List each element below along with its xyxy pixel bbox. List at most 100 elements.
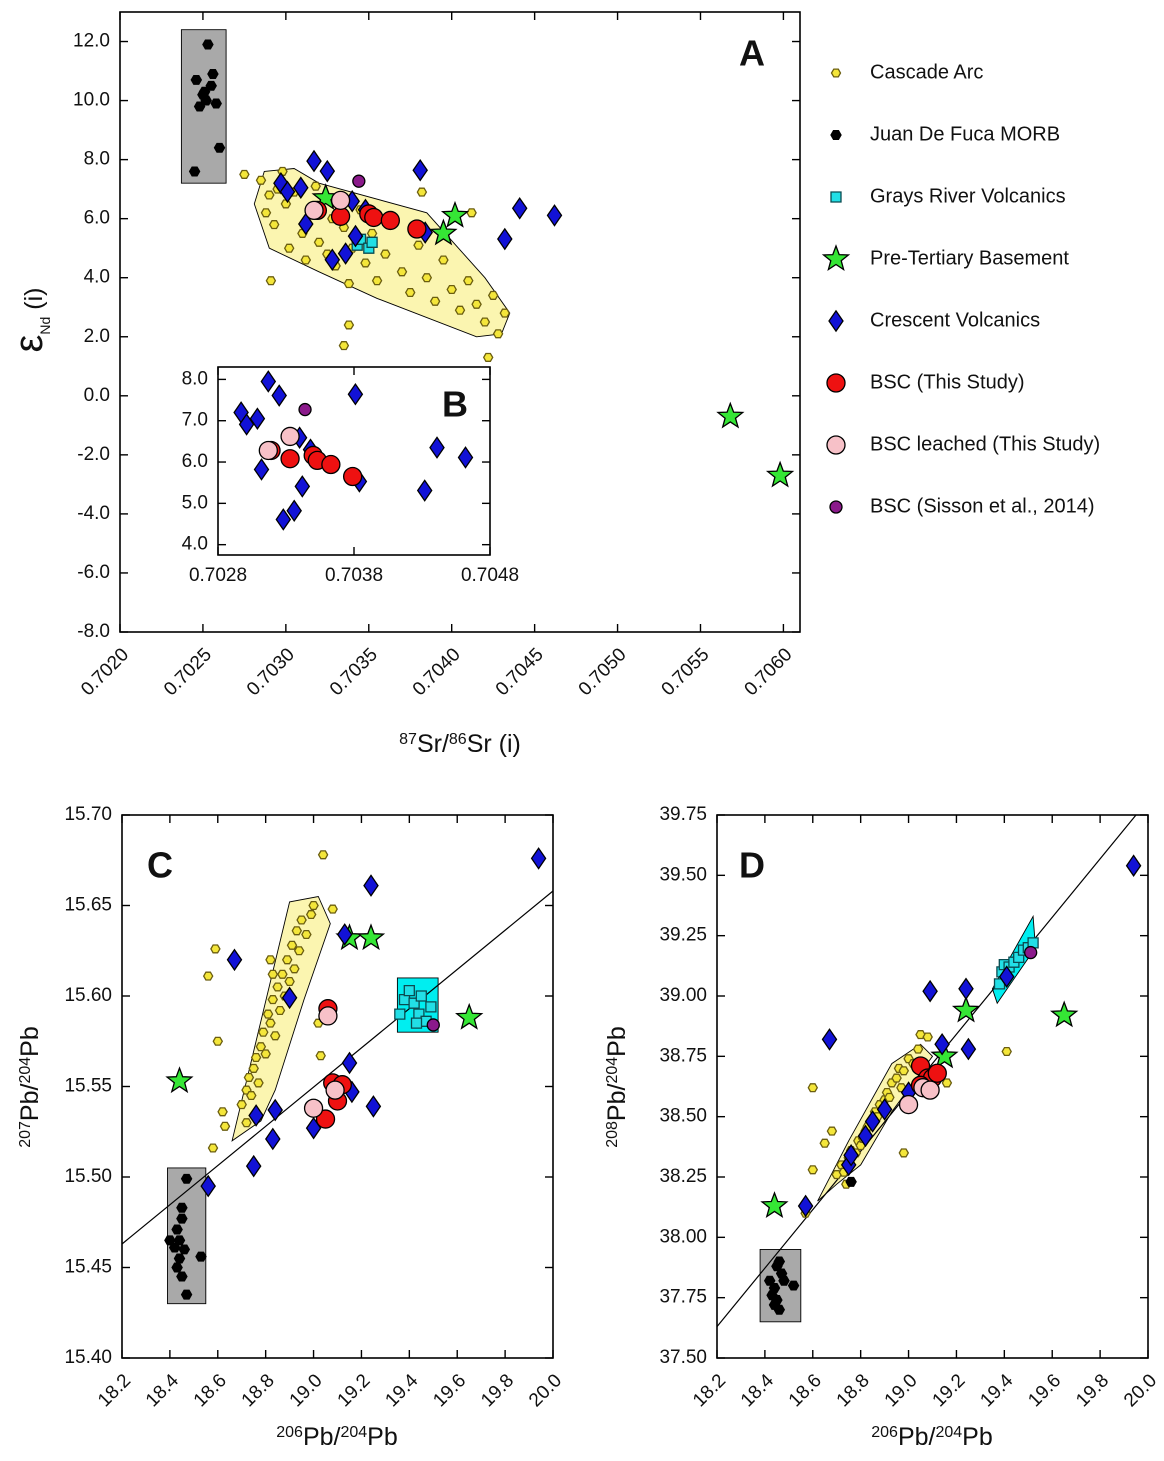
- legend-marker: [826, 435, 846, 455]
- point: [455, 1002, 484, 1030]
- y-tick-label: 15.55: [64, 1076, 112, 1097]
- label-part: Pb/: [303, 1423, 341, 1451]
- panel-label: B: [442, 384, 468, 425]
- point: [394, 1008, 406, 1020]
- x-tick-label: 19.2: [334, 1370, 375, 1411]
- point: [306, 149, 322, 173]
- point: [272, 982, 283, 992]
- point: [958, 977, 974, 1001]
- point: [262, 1009, 274, 1019]
- point: [164, 1235, 176, 1246]
- x-tick-label: 19.4: [976, 1370, 1017, 1411]
- y-tick-label: 15.70: [64, 804, 112, 825]
- point: [416, 187, 428, 197]
- point: [212, 1036, 224, 1046]
- legend-marker: [821, 244, 851, 271]
- point: [380, 249, 391, 259]
- x-tick-label: 19.4: [381, 1370, 422, 1411]
- point: [289, 964, 300, 974]
- point: [922, 1032, 933, 1042]
- point: [217, 1107, 228, 1117]
- point: [281, 955, 293, 965]
- point: [265, 276, 277, 286]
- point: [773, 1256, 786, 1267]
- point: [363, 874, 379, 897]
- point: [280, 426, 300, 447]
- point: [912, 1044, 924, 1054]
- point: [219, 1121, 231, 1131]
- x-tick-label: 18.4: [737, 1370, 778, 1411]
- point: [319, 159, 336, 183]
- point: [429, 296, 441, 306]
- point: [310, 181, 321, 191]
- axis-label: εNd (i): [7, 288, 53, 353]
- panel-label: D: [739, 845, 765, 886]
- point: [188, 166, 201, 177]
- y-tick-label: 8.0: [182, 368, 208, 389]
- point: [294, 475, 311, 498]
- x-tick-label: 0.7048: [461, 565, 519, 586]
- point: [260, 370, 277, 393]
- label-part: Pb/: [603, 1083, 631, 1121]
- point: [410, 1017, 423, 1029]
- point: [180, 1289, 193, 1300]
- point: [415, 990, 427, 1002]
- point: [180, 1173, 193, 1184]
- label-part: 208: [604, 1121, 621, 1148]
- x-tick-label: 18.8: [238, 1370, 279, 1411]
- point: [356, 923, 386, 951]
- point: [884, 1092, 895, 1102]
- label-part: 86: [449, 731, 467, 748]
- legend-marker: [830, 68, 842, 78]
- y-tick-label: 39.25: [659, 925, 707, 946]
- point: [260, 208, 272, 218]
- point: [421, 273, 433, 283]
- field: [167, 1167, 207, 1305]
- label-part: Pb/: [898, 1423, 936, 1451]
- y-tick-label: 38.75: [659, 1045, 707, 1066]
- point: [366, 236, 378, 248]
- point: [284, 976, 295, 987]
- point: [336, 923, 353, 946]
- point: [366, 228, 378, 238]
- y-tick-label: -6.0: [77, 562, 110, 583]
- point: [293, 946, 305, 956]
- axis-label: 207Pb/204Pb: [16, 1026, 44, 1148]
- y-tick-label: 7.0: [182, 410, 208, 431]
- point: [845, 1176, 857, 1187]
- point: [277, 166, 288, 176]
- point: [176, 1213, 188, 1224]
- point: [768, 1283, 781, 1293]
- point: [546, 204, 563, 227]
- point: [298, 212, 314, 236]
- label-part: Pb: [603, 1026, 631, 1057]
- point: [941, 1078, 953, 1088]
- y-tick-label: 5.0: [182, 492, 208, 513]
- point: [487, 290, 499, 300]
- point: [226, 948, 243, 972]
- point: [347, 382, 364, 406]
- point: [202, 39, 214, 50]
- y-tick-label: 15.65: [64, 895, 112, 916]
- point: [407, 219, 427, 239]
- point: [898, 1148, 910, 1158]
- point: [238, 413, 255, 436]
- point: [165, 1066, 194, 1094]
- x-tick-label: 0.7025: [160, 644, 216, 700]
- label-part: Pb: [16, 1026, 44, 1057]
- x-tick-label: 19.2: [929, 1370, 970, 1411]
- panel-label: C: [147, 845, 173, 886]
- point: [898, 1094, 919, 1115]
- axes-frame: [119, 11, 801, 633]
- point: [253, 458, 270, 481]
- point: [258, 440, 278, 461]
- point: [317, 850, 329, 860]
- point: [360, 258, 371, 268]
- x-tick-label: 0.7038: [325, 565, 383, 586]
- point: [380, 210, 400, 231]
- y-tick-label: 4.0: [84, 267, 110, 288]
- point: [318, 1006, 338, 1026]
- y-tick-label: 6.0: [182, 451, 208, 472]
- point: [342, 466, 363, 487]
- point: [920, 1080, 940, 1100]
